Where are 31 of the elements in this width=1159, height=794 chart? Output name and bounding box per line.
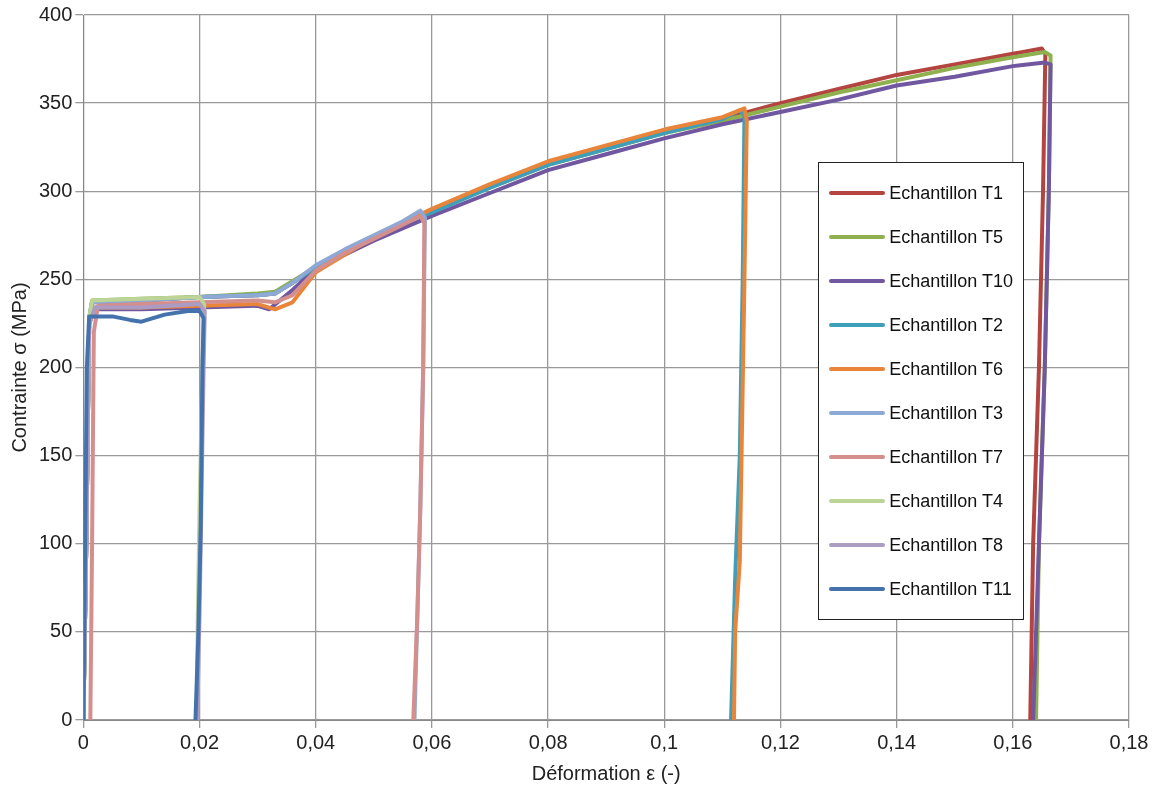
x-tick-label: 0,16 bbox=[993, 730, 1033, 753]
legend-label: Echantillon T3 bbox=[889, 402, 1003, 424]
y-tick-label: 350 bbox=[38, 90, 73, 113]
x-axis-title: Déformation ε (-) bbox=[531, 761, 681, 784]
x-tick-label: 0 bbox=[77, 730, 89, 753]
y-axis-title: Contrainte σ (MPa) bbox=[7, 282, 30, 453]
y-tick-label: 100 bbox=[38, 531, 73, 554]
x-tick-label: 0,02 bbox=[180, 730, 220, 753]
y-tick-label: 200 bbox=[38, 355, 73, 378]
legend-label: Echantillon T2 bbox=[889, 314, 1003, 336]
legend-label: Echantillon T10 bbox=[889, 270, 1013, 292]
x-tick-label: 0,18 bbox=[1109, 730, 1149, 753]
legend-label: Echantillon T7 bbox=[889, 446, 1003, 468]
y-tick-label: 150 bbox=[38, 443, 73, 466]
y-tick-label: 400 bbox=[38, 2, 73, 25]
x-tick-label: 0,12 bbox=[760, 730, 800, 753]
x-tick-label: 0,08 bbox=[528, 730, 568, 753]
x-tick-label: 0,06 bbox=[412, 730, 452, 753]
y-tick-label: 300 bbox=[38, 178, 73, 201]
x-tick-label: 0,14 bbox=[877, 730, 917, 753]
y-tick-label: 50 bbox=[50, 619, 73, 642]
legend-label: Echantillon T8 bbox=[889, 534, 1003, 556]
x-tick-label: 0,04 bbox=[296, 730, 336, 753]
legend-label: Echantillon T6 bbox=[889, 358, 1003, 380]
y-tick-label: 250 bbox=[38, 266, 73, 289]
y-tick-label: 0 bbox=[61, 707, 73, 730]
legend-label: Echantillon T4 bbox=[889, 490, 1003, 512]
x-tick-label: 0,1 bbox=[650, 730, 679, 753]
legend-label: Echantillon T1 bbox=[889, 182, 1003, 204]
legend-label: Echantillon T5 bbox=[889, 226, 1003, 248]
legend-label: Echantillon T11 bbox=[889, 578, 1012, 600]
